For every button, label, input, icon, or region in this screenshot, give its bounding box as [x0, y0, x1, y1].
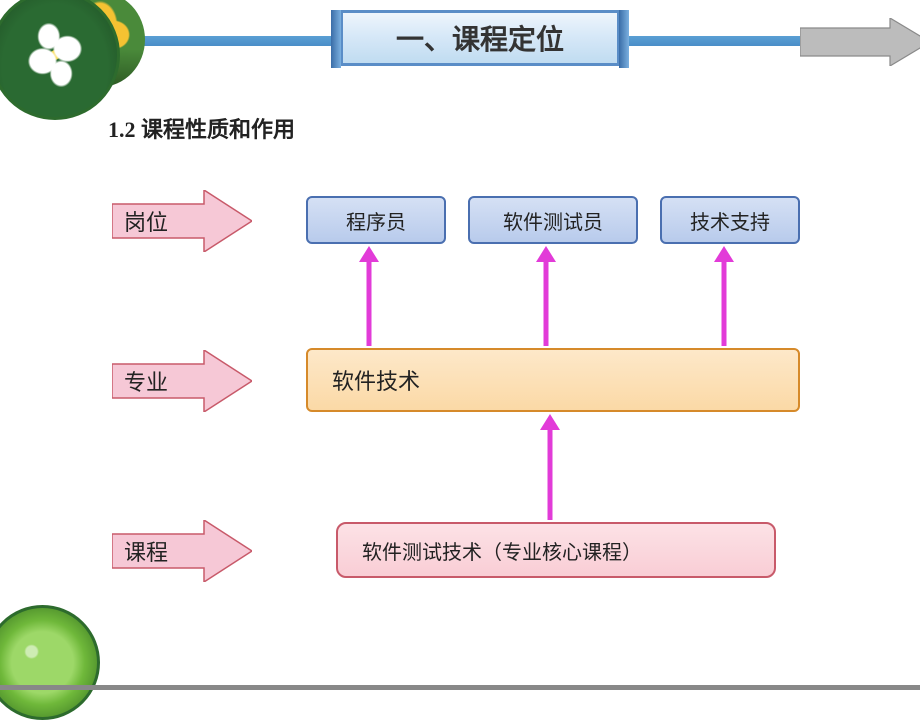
- title-banner: 一、课程定位: [340, 10, 620, 66]
- job-box-programmer-label: 程序员: [346, 206, 406, 235]
- connector-major-to-support: [712, 246, 736, 346]
- row-arrow-course-label: 课程: [124, 535, 168, 567]
- row-arrow-major: 专业: [112, 350, 252, 412]
- section-subtitle: 1.2 课程性质和作用: [108, 112, 295, 144]
- job-box-tester: 软件测试员: [468, 196, 638, 244]
- bottom-border: [0, 685, 920, 690]
- connector-course-to-major: [538, 414, 562, 520]
- connector-major-to-programmer: [357, 246, 381, 346]
- row-arrow-jobs: 岗位: [112, 190, 252, 252]
- major-box-label: 软件技术: [332, 364, 420, 396]
- course-box-label: 软件测试技术（专业核心课程）: [362, 536, 642, 565]
- job-box-tester-label: 软件测试员: [503, 206, 603, 235]
- row-arrow-major-label: 专业: [124, 365, 168, 397]
- header-arrow-icon: [800, 18, 920, 66]
- leaf-photo-bottom-left: [0, 605, 100, 720]
- flower-photo-top-left: [0, 0, 120, 120]
- title-banner-text: 一、课程定位: [396, 18, 564, 58]
- job-box-programmer: 程序员: [306, 196, 446, 244]
- major-box: 软件技术: [306, 348, 800, 412]
- job-box-support: 技术支持: [660, 196, 800, 244]
- course-box: 软件测试技术（专业核心课程）: [336, 522, 776, 578]
- job-box-support-label: 技术支持: [690, 206, 770, 235]
- row-arrow-course: 课程: [112, 520, 252, 582]
- row-arrow-jobs-label: 岗位: [124, 205, 168, 237]
- connector-major-to-tester: [534, 246, 558, 346]
